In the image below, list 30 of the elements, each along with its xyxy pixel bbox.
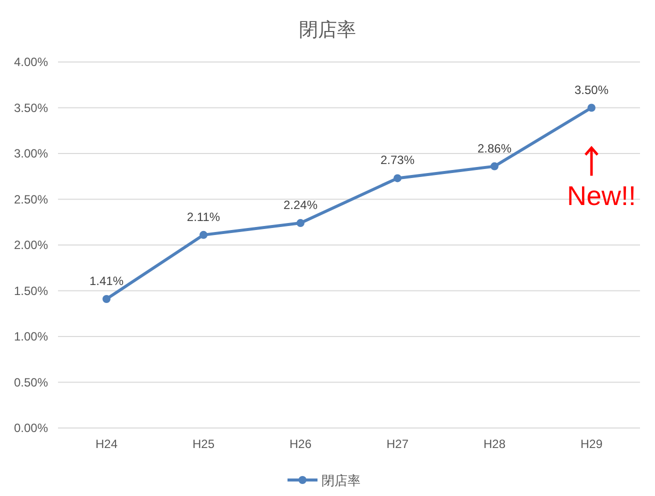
data-label: 1.41% (89, 274, 124, 288)
legend-label: 閉店率 (322, 473, 360, 488)
data-label: 2.11% (186, 210, 220, 224)
annotation: New!! (566, 180, 636, 211)
data-label: 3.50% (574, 82, 609, 97)
y-tick-label: 3.00% (14, 146, 48, 160)
x-tick-label: H27 (386, 437, 409, 451)
x-tick-label: H25 (192, 437, 215, 451)
y-tick-label: 0.00% (14, 421, 48, 435)
y-tick-label: 1.50% (14, 284, 48, 298)
point (394, 174, 402, 182)
data-label: 2.86% (477, 141, 512, 156)
point (588, 104, 596, 112)
y-tick-label: 4.00% (14, 55, 48, 69)
point (296, 219, 304, 228)
chart-title: 閉店率 (299, 19, 356, 41)
y-tick-label: 2.00% (14, 238, 48, 252)
x-tick-label: H29 (580, 437, 603, 451)
y-tick-label: 2.50% (14, 192, 48, 206)
y-tick-label: 1.00% (14, 330, 48, 344)
x-tick-label: H28 (483, 437, 506, 451)
data-label: 2.24% (283, 198, 318, 212)
x-tick-label: H24 (95, 437, 118, 451)
y-tick-label: 3.50% (14, 100, 48, 115)
data-label: 2.73% (380, 153, 415, 168)
point (490, 162, 498, 170)
x-tick-label: H26 (289, 437, 312, 451)
y-tick-label: 0.50% (14, 375, 48, 390)
point (102, 294, 110, 303)
point (200, 230, 208, 239)
